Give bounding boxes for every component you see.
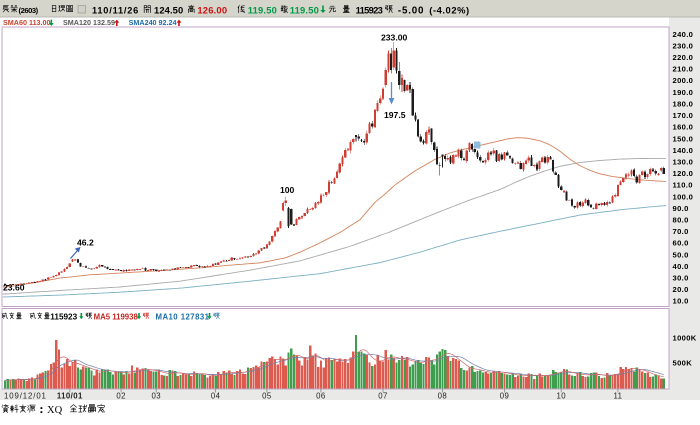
- svg-text:(2603): (2603): [19, 6, 39, 15]
- svg-text:10.0: 10.0: [673, 297, 689, 306]
- svg-text:140.0: 140.0: [673, 146, 694, 155]
- svg-text:90.0: 90.0: [673, 204, 689, 213]
- svg-text:-5.00: -5.00: [398, 5, 424, 16]
- svg-text:119.50: 119.50: [248, 4, 277, 15]
- svg-text:190.0: 190.0: [673, 88, 694, 97]
- svg-text:160.0: 160.0: [673, 123, 694, 132]
- svg-text:30.0: 30.0: [673, 274, 689, 283]
- svg-text:(-4.02%): (-4.02%): [429, 4, 469, 15]
- svg-text:500K: 500K: [673, 358, 693, 367]
- svg-text:220.0: 220.0: [673, 53, 694, 62]
- svg-text:197.5: 197.5: [384, 110, 406, 120]
- svg-text:04: 04: [211, 392, 221, 401]
- svg-text:210.0: 210.0: [673, 65, 694, 74]
- svg-text:115923: 115923: [50, 312, 77, 321]
- svg-text:119.50: 119.50: [290, 4, 319, 15]
- svg-text:07: 07: [378, 392, 387, 401]
- svg-text:03: 03: [151, 392, 160, 401]
- svg-text:170.0: 170.0: [673, 111, 694, 120]
- svg-text:XQ: XQ: [47, 405, 63, 416]
- svg-text:02: 02: [116, 392, 125, 401]
- svg-text:40.0: 40.0: [673, 262, 689, 271]
- svg-text:MA5 119938: MA5 119938: [94, 312, 139, 321]
- svg-text:124.50: 124.50: [154, 4, 183, 15]
- svg-text:180.0: 180.0: [673, 99, 694, 108]
- svg-text:MA10 127831: MA10 127831: [156, 312, 210, 321]
- svg-text:130.0: 130.0: [673, 157, 694, 166]
- svg-text:230.0: 230.0: [673, 41, 694, 50]
- svg-text:60.0: 60.0: [673, 239, 689, 248]
- svg-text:126.00: 126.00: [197, 4, 227, 15]
- svg-text:SMA120 132.59: SMA120 132.59: [63, 18, 115, 27]
- svg-text:200.0: 200.0: [673, 76, 694, 85]
- svg-text:10: 10: [556, 392, 566, 401]
- svg-text:1000K: 1000K: [673, 333, 697, 342]
- svg-text:115923: 115923: [356, 4, 383, 15]
- svg-text:80.0: 80.0: [673, 215, 689, 224]
- svg-text:109/12/01: 109/12/01: [4, 392, 47, 401]
- svg-text:SMA240 92.24: SMA240 92.24: [129, 18, 177, 27]
- svg-text:08: 08: [438, 392, 447, 401]
- svg-text:06: 06: [316, 392, 325, 401]
- svg-text:240.0: 240.0: [673, 30, 694, 39]
- svg-text:23.60: 23.60: [3, 283, 25, 293]
- svg-text:150.0: 150.0: [673, 134, 694, 143]
- svg-text:SMA60 113.00: SMA60 113.00: [3, 18, 51, 27]
- svg-text:233.00: 233.00: [381, 33, 408, 43]
- svg-text:120.0: 120.0: [673, 169, 694, 178]
- svg-text:110/11/26: 110/11/26: [92, 5, 139, 15]
- svg-text:110/01: 110/01: [57, 392, 83, 401]
- svg-text:20.0: 20.0: [673, 285, 689, 294]
- svg-text:46.2: 46.2: [77, 238, 94, 248]
- svg-text:110.0: 110.0: [673, 181, 693, 190]
- svg-text:09: 09: [500, 392, 509, 401]
- svg-text:70.0: 70.0: [673, 227, 689, 236]
- svg-text:100: 100: [280, 185, 295, 195]
- svg-text:05: 05: [262, 392, 272, 401]
- svg-text:50.0: 50.0: [673, 250, 689, 259]
- svg-text:100.0: 100.0: [673, 192, 694, 201]
- svg-text:11: 11: [613, 392, 622, 401]
